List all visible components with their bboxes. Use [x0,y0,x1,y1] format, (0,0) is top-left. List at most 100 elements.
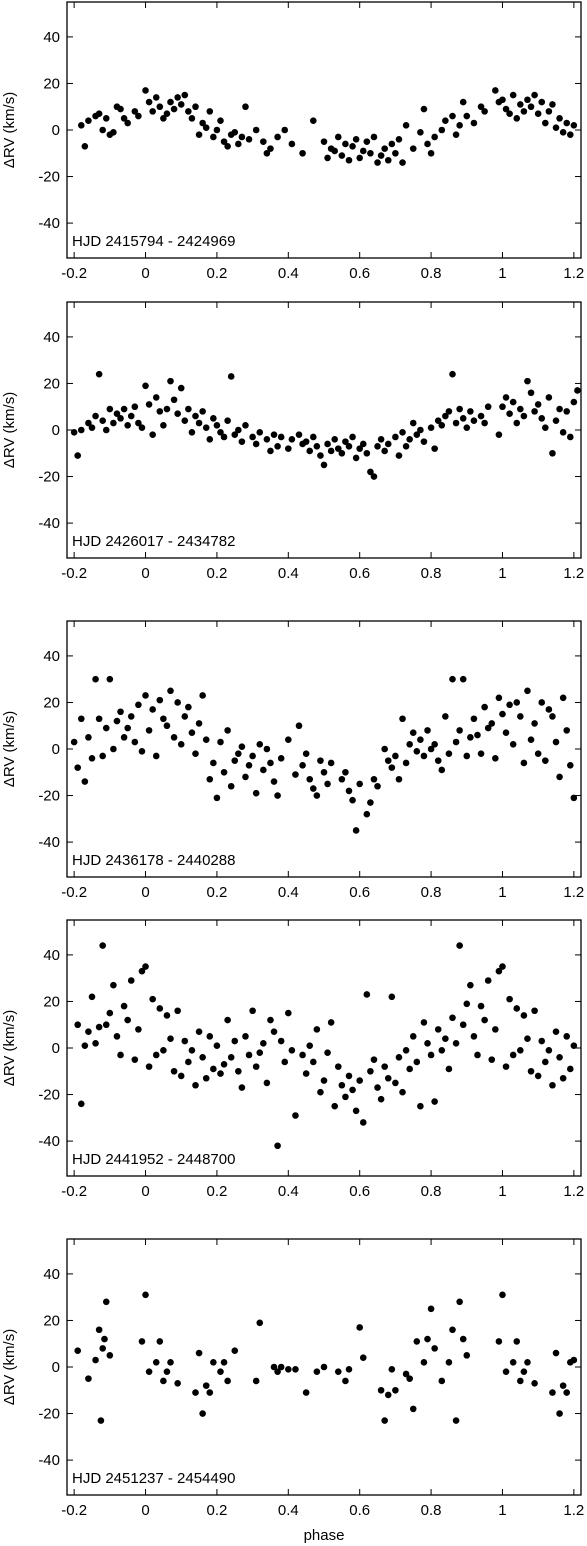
data-point [252,1063,260,1070]
data-point [520,108,528,115]
data-point [252,126,260,134]
data-point [167,98,174,106]
data-point [399,429,406,436]
data-point [101,1335,108,1343]
data-point [449,1326,456,1334]
data-point [370,473,378,480]
data-point [220,433,228,441]
x-tick-label: 0.2 [206,884,227,901]
data-point [127,412,135,420]
data-point [117,105,124,113]
data-point [245,1051,253,1059]
data-point [434,417,442,424]
data-point [542,119,549,127]
x-tick-label: 1.2 [563,884,584,901]
data-point [99,417,106,424]
data-point [506,410,513,418]
data-point [327,1019,335,1026]
data-point [327,759,335,767]
data-point [549,1081,556,1089]
data-point [377,436,385,443]
data-point [210,1065,217,1073]
x-tick-label: -0.2 [61,1502,87,1519]
x-tick-label: 0.8 [421,565,442,582]
data-point [481,1016,488,1024]
data-point [420,752,428,760]
data-point [527,736,535,743]
data-point [449,1014,456,1022]
data-point [320,1077,328,1084]
data-point [531,1007,538,1015]
data-point [217,429,224,436]
data-point [235,1067,242,1075]
data-point [142,963,149,970]
data-point [249,433,256,441]
data-point [449,675,456,683]
data-point [431,1345,438,1352]
data-point [484,724,492,732]
data-point [213,422,221,429]
data-point [495,967,503,975]
data-point [249,752,256,760]
data-point [402,759,410,767]
data-point [202,424,210,431]
data-point [452,419,460,427]
x-tick-label: 1.2 [563,1183,584,1200]
data-point [138,1338,146,1345]
data-point [274,442,281,450]
data-point [484,977,492,984]
data-point [524,377,531,385]
data-point [566,131,574,138]
data-point [445,1065,453,1073]
data-point [424,1040,431,1047]
data-point [513,419,521,427]
data-point [177,1072,185,1080]
data-point [570,1356,578,1364]
data-point [517,713,524,720]
data-point [95,110,103,118]
data-point [402,1370,410,1378]
data-point [442,412,449,420]
data-point [545,394,553,401]
data-point [477,1002,485,1010]
data-point [120,734,128,741]
data-point [542,757,549,764]
panel-label: HJD 2441952 - 2448700 [72,1151,235,1168]
data-point [277,433,285,441]
data-point [374,1084,381,1091]
data-point [324,1049,331,1056]
data-point [309,433,317,441]
data-point [260,138,267,145]
data-point [424,727,431,734]
data-point [170,396,178,404]
data-point [156,1005,164,1012]
data-point [513,1005,521,1012]
data-point [267,1016,274,1024]
data-point [256,1049,264,1056]
data-point [199,119,206,127]
data-point [277,1037,285,1045]
data-point [167,1359,174,1366]
data-point [270,431,278,438]
data-point [213,1042,221,1049]
data-point [145,1063,153,1070]
data-point [135,1026,142,1033]
y-tick-label: 20 [43,694,60,711]
y-tick-label: 0 [52,741,60,758]
data-point [434,757,442,764]
x-tick-label: 1 [498,265,506,282]
data-point [206,1033,214,1040]
data-point [531,91,538,99]
data-point [202,1074,210,1082]
data-point [102,1298,110,1306]
data-point [370,775,378,783]
data-point [152,94,160,101]
data-point [549,101,556,108]
data-point [313,792,321,799]
data-point [217,117,224,124]
data-point [459,675,467,683]
data-point [545,108,553,115]
data-point [552,124,560,131]
data-point [163,1368,171,1375]
